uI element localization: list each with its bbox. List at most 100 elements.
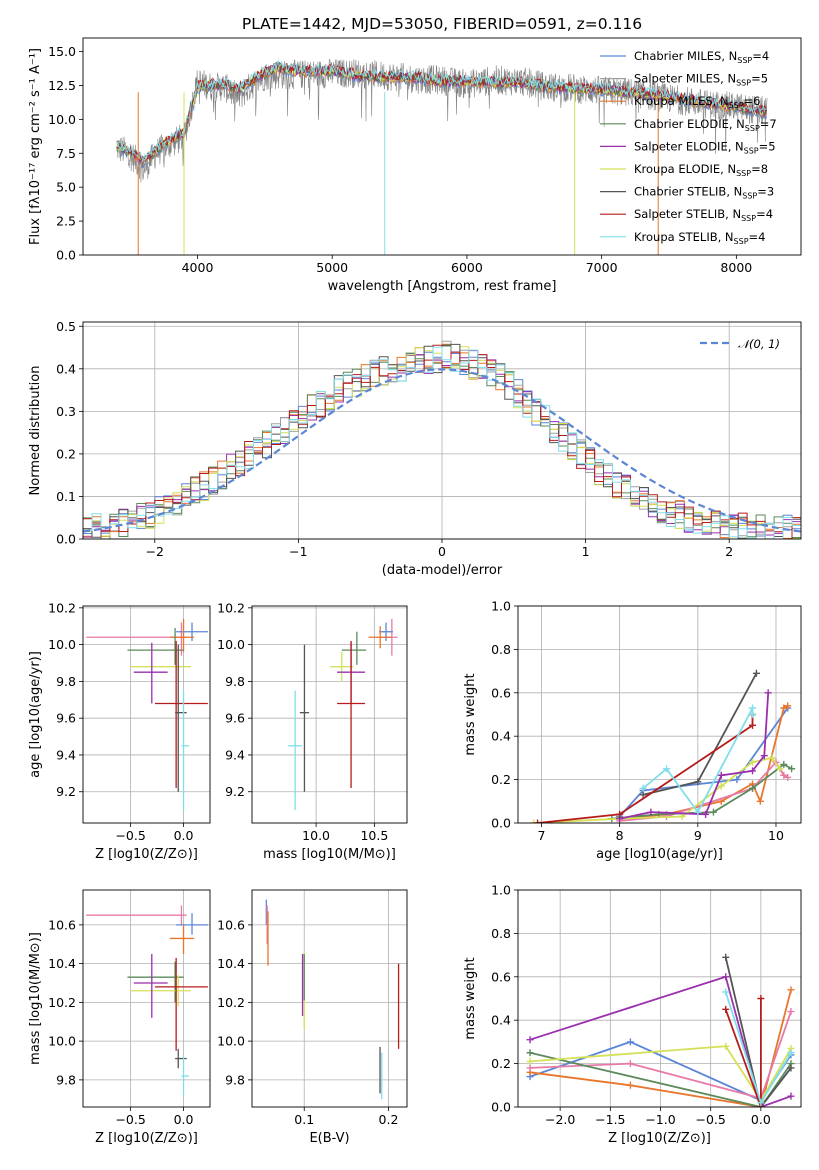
y-tick-label: 0.2 (491, 1056, 511, 1071)
y-axis-label: age [log10(age/yr)] (28, 651, 43, 778)
weight-marker (733, 776, 741, 784)
y-axis-label: Normed distribution (28, 366, 43, 496)
weight-marker (694, 808, 702, 816)
plot-area (288, 618, 398, 811)
x-axis-label: (data-model)/error (382, 563, 503, 578)
x-tick-label: 0.0 (174, 1112, 194, 1127)
weight-line-3 (529, 1051, 792, 1107)
x-tick-label: −1.0 (645, 1112, 675, 1127)
weight-marker (787, 1092, 795, 1100)
weight-marker (749, 711, 757, 718)
weight-line-1 (529, 989, 792, 1107)
plot-area (83, 340, 801, 539)
axes-frame (251, 605, 408, 824)
axes-frame (82, 889, 211, 1108)
x-tick-label: 10.0 (302, 828, 330, 843)
y-tick-label: 10.4 (48, 956, 76, 971)
y-tick-label: 9.8 (56, 674, 76, 689)
weight-marker (526, 1057, 534, 1065)
x-tick-label: −0.5 (696, 1112, 726, 1127)
gridlines (252, 890, 407, 1107)
figure-title: PLATE=1442, MJD=53050, FIBERID=0591, z=0… (242, 15, 642, 33)
y-tick-label: 0.1 (56, 489, 76, 504)
weight-marker (752, 669, 760, 677)
x-tick-label: 2 (725, 544, 733, 559)
x-tick-label: −0.5 (115, 1112, 145, 1127)
weight-marker (749, 758, 757, 766)
weight-marker (749, 784, 757, 792)
gridlines (83, 890, 210, 1107)
x-tick-label: 7000 (586, 260, 618, 275)
y-tick-label: 10.6 (217, 917, 245, 932)
y-tick-label: 0.2 (491, 772, 511, 787)
y-tick-label: 0.0 (56, 248, 76, 263)
x-tick-label: 5000 (316, 260, 348, 275)
y-tick-label: 10.0 (217, 637, 245, 652)
x-tick-label: 8 (616, 828, 624, 843)
weight-marker (749, 767, 757, 775)
weight-marker (784, 702, 792, 710)
weight-marker (722, 953, 730, 961)
y-tick-label: 0.8 (491, 642, 511, 657)
panel-mass-vs-Z: −0.5 0.0 9.8 10.0 10.2 10.4 10.6 Z [log10(Z/Z⊙)… (28, 889, 211, 1146)
y-tick-label: 0.4 (56, 361, 76, 376)
weight-marker (694, 778, 702, 786)
y-tick-label: 0.0 (491, 816, 511, 831)
weight-marker (639, 791, 647, 799)
x-tick-label: 7 (537, 828, 545, 843)
weight-line-5 (529, 975, 792, 1107)
weight-marker (722, 973, 730, 981)
x-tick-label: 1 (582, 544, 590, 559)
panel-weight-vs-age: 7 8 9 10 0.0 0.2 0.4 0.6 0.8 1.0 age [log10(age/yr… (463, 599, 802, 862)
weight-marker (626, 1081, 634, 1089)
weight-marker (749, 704, 757, 712)
weight-line-7 (724, 998, 762, 1107)
y-tick-label: 0.0 (491, 1100, 511, 1115)
x-tick-label: −0.5 (115, 828, 145, 843)
plot-area (86, 618, 208, 811)
weight-marker (749, 721, 757, 729)
y-tick-label: 0.2 (56, 446, 76, 461)
legend-entry: Chabrier MILES, NSSP=4 (634, 49, 769, 65)
y-tick-label: 0.3 (56, 404, 76, 419)
x-tick-label: 0.2 (379, 1112, 399, 1127)
y-axis-label: Flux [fλ10⁻¹⁷ erg cm⁻² s⁻¹ A⁻¹] (28, 48, 43, 245)
weight-marker (626, 1038, 634, 1046)
x-axis-label: E(B-V) (309, 1131, 349, 1146)
y-axis-label: mass [log10(M/M⊙)] (28, 932, 43, 1065)
weight-marker (787, 1064, 795, 1072)
x-tick-label: 10.5 (360, 828, 388, 843)
plot-area (526, 953, 795, 1107)
axes-frame (517, 889, 802, 1108)
weight-marker (702, 810, 710, 818)
x-tick-label: 0.0 (751, 1112, 771, 1127)
weight-marker (760, 752, 768, 760)
x-axis-label: Z [log10(Z/Z⊙)] (95, 847, 198, 862)
panel-mass-vs-ebv: 0.1 0.2 9.8 10.0 10.2 10.4 10.6 E(B-V) (217, 889, 408, 1146)
panel-spectrum: 4000 5000 6000 7000 8000 0.0 2.5 5.0 7.5 10.0 12.5… (28, 37, 802, 294)
y-tick-label: 10.2 (48, 995, 76, 1010)
weight-marker (717, 771, 725, 779)
weight-marker (787, 1008, 795, 1016)
x-tick-label: 0.1 (294, 1112, 314, 1127)
weight-marker (776, 765, 784, 773)
y-tick-label: 10.2 (48, 600, 76, 615)
x-axis-label: Z [log10(Z/Z⊙)] (95, 1131, 198, 1146)
weight-line-8 (724, 991, 792, 1105)
panel-age-vs-Z: −0.5 0.0 9.2 9.4 9.6 9.8 10.0 10.2 Z [log10(Z/Z⊙… (28, 600, 211, 862)
weight-marker (534, 819, 542, 823)
y-tick-label: 0.4 (491, 729, 511, 744)
y-tick-label: 2.5 (56, 214, 76, 229)
y-tick-label: 0.0 (56, 532, 76, 547)
legend-entry: Kroupa STELIB, NSSP=4 (634, 230, 765, 246)
weight-line-7 (537, 714, 754, 823)
y-tick-label: 10.6 (48, 917, 76, 932)
y-tick-label: 1.0 (491, 883, 511, 898)
weight-marker (787, 986, 795, 994)
y-tick-label: 9.8 (225, 1072, 245, 1087)
weight-marker (768, 754, 776, 762)
y-tick-label: 0.5 (56, 319, 76, 334)
weight-marker (626, 1060, 634, 1068)
weight-marker (722, 1042, 730, 1050)
